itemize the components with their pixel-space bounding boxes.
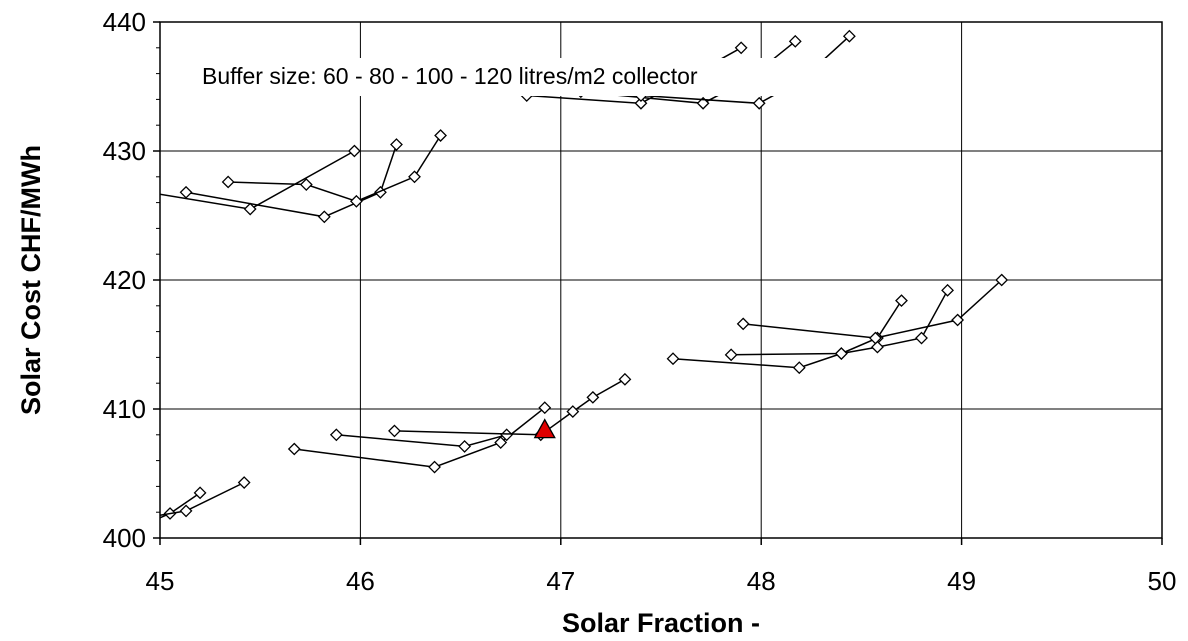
- highlight-layer: [533, 418, 556, 439]
- data-point: [724, 348, 738, 362]
- annotation-box: Buffer size: 60 - 80 - 100 - 120 litres/…: [196, 58, 832, 96]
- series-line: [294, 407, 546, 468]
- data-point: [408, 170, 421, 184]
- x-tick-label: 50: [1148, 566, 1177, 596]
- data-point: [842, 29, 856, 43]
- y-tick-label: 410: [103, 394, 146, 424]
- data-point: [538, 401, 552, 415]
- data-point: [500, 428, 514, 442]
- data-point: [951, 313, 965, 327]
- data-point: [634, 96, 648, 110]
- y-axis-title: Solar Cost CHF/MWh: [16, 145, 46, 415]
- data-point: [915, 331, 928, 345]
- y-tick-label: 440: [103, 7, 146, 37]
- data-point: [179, 504, 193, 518]
- data-point: [434, 129, 447, 142]
- x-tick-labels: 45 46 47 48 49 50: [146, 566, 1177, 596]
- series-3: [287, 401, 552, 474]
- data-point: [287, 442, 301, 456]
- data-point: [299, 178, 313, 191]
- data-point: [428, 460, 441, 474]
- data-point: [734, 41, 748, 55]
- y-tick-label: 400: [103, 523, 146, 553]
- y-tick-label: 430: [103, 136, 146, 166]
- data-point: [193, 486, 207, 500]
- annotation-background: [196, 58, 832, 96]
- data-point: [618, 372, 632, 386]
- y-tick-label: 420: [103, 265, 146, 295]
- data-point: [317, 210, 331, 224]
- annotation-text: Buffer size: 60 - 80 - 100 - 120 litres/…: [202, 63, 698, 89]
- y-tick-labels: 400 410 420 430 440: [103, 7, 146, 553]
- series-11: [221, 129, 447, 208]
- data-point: [736, 317, 750, 331]
- data-point: [566, 405, 580, 418]
- gridlines: [153, 21, 1163, 545]
- data-point: [871, 340, 884, 354]
- series-line: [185, 144, 398, 218]
- data-point: [134, 185, 145, 196]
- data-point: [347, 144, 361, 158]
- data-point: [895, 294, 908, 308]
- series-2: [160, 476, 251, 518]
- data-point: [788, 34, 802, 48]
- data-point: [995, 273, 1009, 287]
- series-line: [743, 279, 1003, 339]
- data-point: [941, 283, 954, 297]
- series-9: [134, 144, 361, 216]
- data-point: [221, 175, 235, 189]
- data-point: [752, 96, 766, 110]
- data-point: [388, 424, 401, 438]
- data-point: [666, 352, 680, 366]
- x-axis-title: Solar Fraction -: [562, 608, 760, 638]
- series-4: [329, 428, 514, 453]
- data-point: [458, 439, 472, 453]
- data-point: [179, 185, 193, 199]
- data-point: [329, 428, 343, 442]
- data-point: [349, 194, 363, 208]
- x-tick-label: 45: [146, 566, 175, 596]
- data-point: [243, 202, 257, 216]
- series-10: [179, 138, 403, 224]
- x-tick-label: 48: [747, 566, 776, 596]
- plot-border: [159, 21, 1163, 539]
- x-tick-label: 49: [947, 566, 976, 596]
- highlight-point: [533, 418, 556, 439]
- data-point: [792, 361, 806, 375]
- data-point: [834, 347, 848, 360]
- data-point: [237, 476, 251, 489]
- x-tick-label: 46: [346, 566, 375, 596]
- data-point: [494, 436, 508, 449]
- data-point: [586, 390, 600, 404]
- series-7: [724, 283, 954, 362]
- data-point: [869, 331, 882, 345]
- data-point: [390, 138, 403, 151]
- x-tick-label: 47: [546, 566, 575, 596]
- series-8: [736, 273, 1009, 345]
